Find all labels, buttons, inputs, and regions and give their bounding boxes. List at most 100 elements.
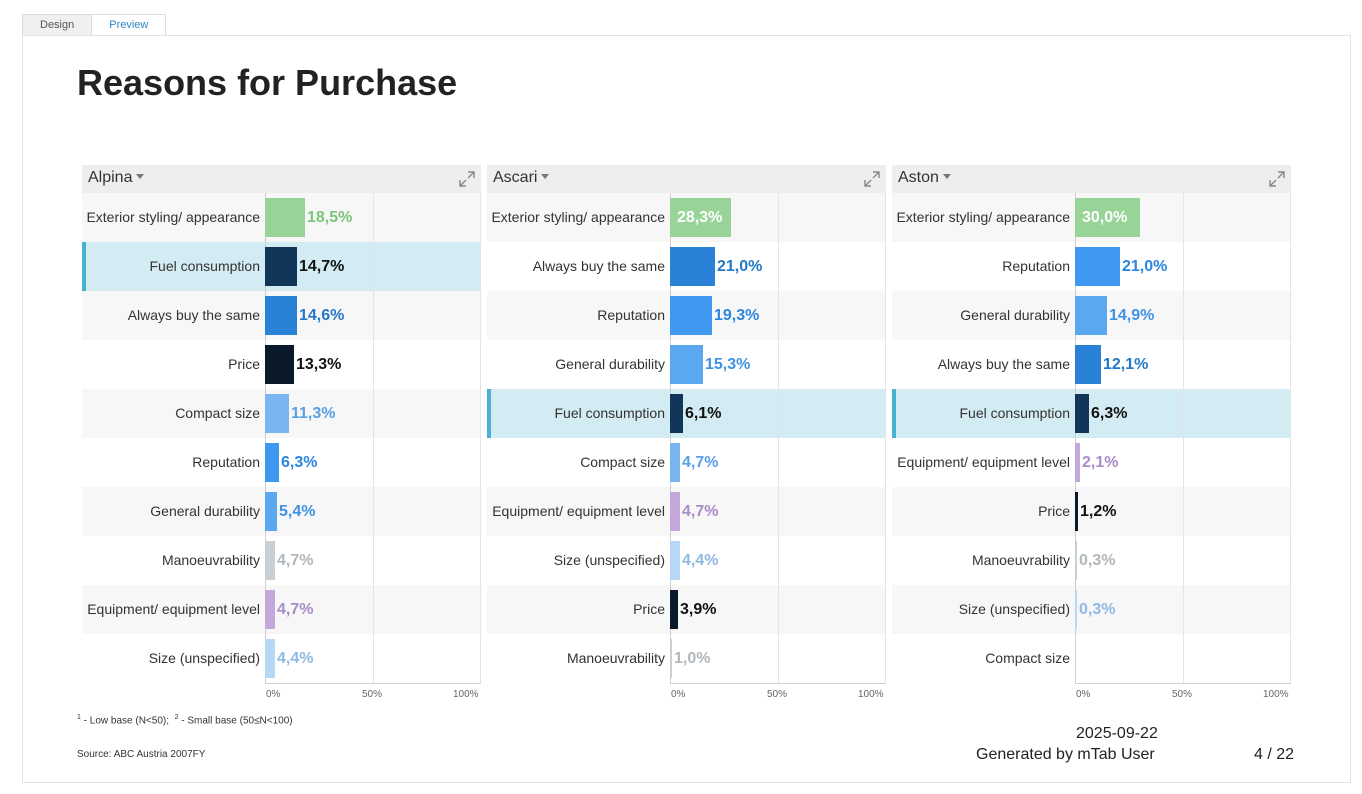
chart-plot-area: Exterior styling/ appearance 28,3% Always … — [487, 193, 886, 684]
bar-mark[interactable] — [265, 247, 297, 286]
bar-mark[interactable] — [1075, 443, 1080, 482]
category-label: Reputation — [192, 454, 260, 470]
x-tick-label: 100% — [453, 689, 479, 700]
bar-mark[interactable] — [1075, 541, 1077, 580]
data-label: 4,7% — [277, 552, 314, 569]
bar-mark[interactable] — [265, 590, 275, 629]
bar-mark[interactable] — [670, 296, 712, 335]
data-label: 4,4% — [277, 650, 314, 667]
bar-mark[interactable] — [1075, 198, 1140, 237]
chart-row — [892, 634, 1291, 683]
category-label: Fuel consumption — [959, 405, 1070, 421]
category-label: Size (unspecified) — [958, 601, 1070, 617]
data-label: 14,9% — [1109, 307, 1155, 324]
generated-by: Generated by mTab User — [976, 746, 1155, 763]
chart-row — [82, 585, 481, 634]
bar-mark[interactable] — [670, 590, 678, 629]
chart-title-dropdown[interactable]: Alpina — [88, 169, 145, 187]
chart-plot-area: Exterior styling/ appearance 30,0% Reputat… — [892, 193, 1291, 684]
bar-mark[interactable] — [1075, 492, 1078, 531]
category-label: Reputation — [597, 307, 665, 323]
tab-design[interactable]: Design — [22, 14, 93, 36]
caret-down-icon — [942, 174, 951, 180]
category-label: Price — [228, 356, 260, 372]
bar-mark[interactable] — [1075, 590, 1077, 629]
y-axis-line — [265, 193, 266, 683]
chart-row — [892, 487, 1291, 536]
data-label: 14,6% — [299, 307, 345, 324]
expand-icon[interactable] — [457, 169, 477, 189]
x-tick-label: 100% — [858, 689, 884, 700]
data-label: 4,4% — [682, 552, 719, 569]
x-tick-label: 0% — [266, 689, 281, 700]
data-label: 1,0% — [674, 650, 711, 667]
data-label: 11,3% — [291, 405, 336, 422]
chart-header: Ascari — [487, 165, 886, 193]
data-label: 15,3% — [705, 356, 751, 373]
chart-title-dropdown[interactable]: Aston — [898, 169, 951, 187]
y-axis-line — [1075, 193, 1076, 683]
category-label: Price — [1038, 503, 1070, 519]
x-tick-label: 0% — [671, 689, 686, 700]
bar-mark[interactable] — [670, 639, 672, 678]
bar-mark[interactable] — [1075, 247, 1120, 286]
chart-row — [487, 487, 886, 536]
data-label: 6,3% — [1091, 405, 1128, 422]
expand-icon[interactable] — [1267, 169, 1287, 189]
category-label: Manoeuvrability — [161, 552, 260, 568]
highlight-marker — [487, 389, 491, 438]
x-axis-line — [265, 683, 481, 684]
category-label: General durability — [960, 307, 1070, 323]
category-label: Compact size — [580, 454, 665, 470]
chart-title: Aston — [898, 169, 939, 186]
data-label: 1,2% — [1080, 503, 1117, 520]
bar-mark[interactable] — [670, 541, 680, 580]
view-tabs: Design Preview — [22, 14, 167, 37]
bar-mark[interactable] — [265, 541, 275, 580]
page-title: Reasons for Purchase — [77, 62, 458, 103]
category-label: Exterior styling/ appearance — [86, 209, 260, 225]
chart-header: Alpina — [82, 165, 481, 193]
category-label: Exterior styling/ appearance — [491, 209, 665, 225]
expand-icon[interactable] — [862, 169, 882, 189]
bar-mark[interactable] — [265, 492, 277, 531]
bar-mark[interactable] — [670, 345, 703, 384]
category-label: Manoeuvrability — [566, 650, 665, 666]
bar-mark[interactable] — [670, 394, 683, 433]
category-label: Always buy the same — [127, 307, 260, 323]
chart-row — [892, 389, 1291, 438]
bar-mark[interactable] — [265, 639, 275, 678]
data-label: 14,7% — [299, 258, 345, 275]
gridline — [778, 193, 779, 683]
chart-title: Alpina — [88, 169, 133, 186]
footnote: 1 - Low base (N<50); 2 - Small base (50≤… — [77, 714, 293, 727]
data-label: 2,1% — [1082, 454, 1119, 471]
data-label: 28,3% — [677, 209, 723, 226]
bar-mark[interactable] — [1075, 345, 1101, 384]
bar-mark[interactable] — [265, 443, 279, 482]
bar-mark[interactable] — [670, 492, 680, 531]
x-tick-label: 50% — [362, 689, 383, 700]
data-label: 13,3% — [296, 356, 342, 373]
category-label: General durability — [555, 356, 665, 372]
bar-mark[interactable] — [1075, 296, 1107, 335]
bar-mark[interactable] — [670, 247, 715, 286]
bar-mark[interactable] — [265, 296, 297, 335]
tab-preview[interactable]: Preview — [91, 14, 167, 37]
chart-title-dropdown[interactable]: Ascari — [493, 169, 550, 187]
page-number: 4 / 22 — [1254, 746, 1295, 763]
category-label: Always buy the same — [937, 356, 1070, 372]
chart-panel: Aston Exterior styling/ appearance 30,0% Re… — [892, 165, 1291, 705]
data-label: 4,7% — [682, 503, 719, 520]
caret-down-icon — [136, 174, 145, 180]
bar-mark[interactable] — [670, 443, 680, 482]
bar-mark[interactable] — [265, 345, 294, 384]
bar-mark[interactable] — [265, 394, 289, 433]
category-label: Compact size — [985, 650, 1070, 666]
bar-mark[interactable] — [265, 198, 305, 237]
category-label: Fuel consumption — [554, 405, 665, 421]
bar-mark[interactable] — [1075, 394, 1089, 433]
data-label: 18,5% — [307, 209, 353, 226]
chart-row — [892, 585, 1291, 634]
bar-mark[interactable] — [670, 198, 731, 237]
